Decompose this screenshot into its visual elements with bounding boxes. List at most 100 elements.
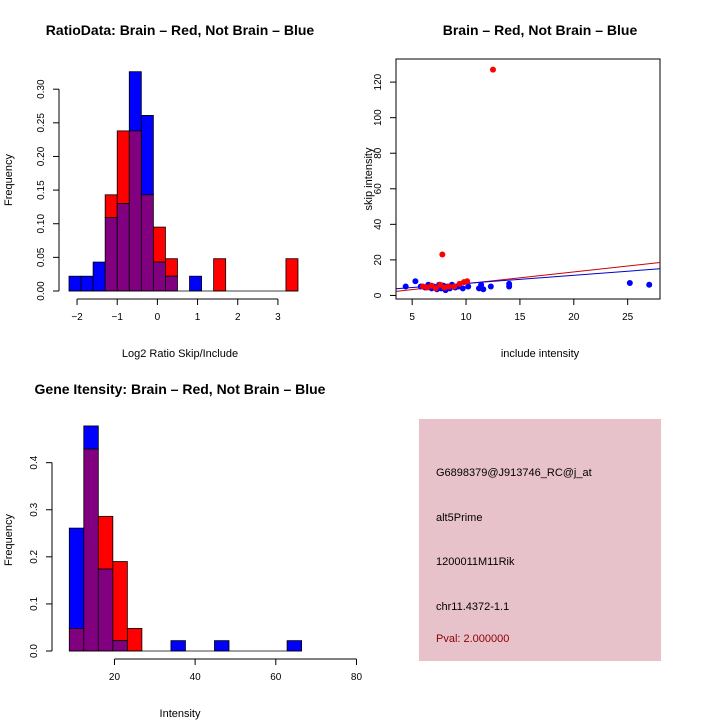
- bar-red: [116, 130, 130, 204]
- y-tick-label: 0.30: [36, 79, 47, 99]
- bar-overlap: [68, 628, 85, 652]
- info-panel: G6898379@J913746_RC@j_at alt5Prime 12000…: [419, 419, 661, 661]
- intensity-x-axis: 20 40 60 80: [109, 658, 363, 683]
- bar-blue: [170, 640, 186, 652]
- scatter-point-red: [437, 281, 444, 288]
- bar-red: [165, 258, 178, 277]
- x-tick-label: 5: [409, 312, 415, 323]
- bar-overlap: [140, 194, 154, 292]
- x-tick-label: 60: [270, 672, 282, 683]
- scatter-point-blue: [465, 283, 472, 290]
- bar-red: [104, 194, 118, 219]
- x-tick-label: 20: [568, 312, 580, 323]
- scatter-point-red: [451, 283, 458, 290]
- y-tick-label: 20: [373, 254, 384, 266]
- scatter-point-red: [432, 285, 439, 292]
- gene-name: 1200011M11Rik: [436, 556, 515, 568]
- y-tick-label: 0.00: [36, 281, 47, 301]
- genomic-location: chr11.4372-1.1: [436, 601, 509, 613]
- y-tick-label: 0.05: [36, 247, 47, 267]
- bar-overlap: [83, 448, 99, 652]
- scatter-point-blue: [478, 281, 485, 288]
- scatter-y-label: skip intensity: [363, 147, 375, 210]
- ratio-x-label: Log2 Ratio Skip/Include: [122, 348, 238, 360]
- scatter-point-blue: [402, 283, 409, 290]
- p-value: Pval: 2.000000: [436, 633, 509, 645]
- x-tick-label: 0: [155, 312, 161, 323]
- y-tick-label: 0.3: [29, 502, 40, 516]
- x-tick-label: 20: [109, 672, 121, 683]
- y-tick-label: 0.25: [36, 113, 47, 133]
- scatter-point-red: [489, 66, 496, 73]
- y-tick-label: 0.0: [29, 644, 40, 658]
- bar-overlap: [116, 203, 130, 292]
- intensity-y-axis: 0.0 0.1 0.2 0.3 0.4: [29, 455, 53, 658]
- ratio-title: RatioData: Brain – Red, Not Brain – Blue: [46, 22, 315, 38]
- x-tick-label: −1: [112, 312, 124, 323]
- scatter-point-blue: [459, 285, 466, 292]
- bar-blue: [128, 71, 142, 132]
- scatter-point-blue: [646, 281, 653, 288]
- bar-blue: [189, 275, 202, 292]
- y-tick-label: 60: [373, 183, 384, 195]
- bar-red: [213, 258, 227, 292]
- x-tick-label: 1: [195, 312, 201, 323]
- scatter-panel: Brain – Red, Not Brain – Blue 5 10 15 20 25 …: [363, 22, 661, 360]
- ratio-x-axis: −2 −1 0 1 2 3: [71, 298, 281, 323]
- intensity-title: Gene Itensity: Brain – Red, Not Brain – …: [35, 381, 326, 397]
- y-tick-label: 0: [373, 292, 384, 298]
- bar-overlap: [112, 640, 128, 652]
- bar-red: [97, 515, 114, 570]
- y-tick-label: 0.15: [36, 180, 47, 200]
- bar-overlap: [128, 130, 142, 292]
- x-tick-label: 80: [351, 672, 363, 683]
- bar-blue: [80, 275, 94, 292]
- scatter-point-blue: [412, 278, 419, 285]
- scatter-point-blue: [626, 280, 633, 286]
- bar-blue: [92, 261, 106, 292]
- ratio-y-label: Frequency: [3, 154, 15, 206]
- bar-overlap: [165, 275, 178, 292]
- x-tick-label: 2: [235, 312, 241, 323]
- y-tick-label: 100: [373, 109, 384, 126]
- intensity-y-label: Frequency: [3, 514, 15, 566]
- bar-blue: [140, 115, 154, 196]
- scatter-y-axis: 0 20 40 60 80 100 120: [373, 73, 397, 298]
- scatter-point-red: [464, 278, 471, 285]
- scatter-plot-box: [395, 58, 661, 300]
- scatter-x-label: include intensity: [501, 348, 580, 360]
- bar-red: [152, 226, 166, 263]
- info-panel-background: [419, 419, 661, 661]
- x-tick-label: 10: [460, 312, 472, 323]
- x-tick-label: −2: [71, 312, 83, 323]
- intensity-bars: [68, 425, 303, 652]
- scatter-point-red: [428, 282, 435, 289]
- y-tick-label: 0.20: [36, 146, 47, 166]
- y-tick-label: 0.10: [36, 214, 47, 234]
- scatter-point-red: [439, 251, 446, 258]
- bar-overlap: [97, 568, 114, 652]
- scatter-point-blue: [480, 286, 487, 293]
- y-tick-label: 0.2: [29, 549, 40, 563]
- scatter-x-axis: 5 10 15 20 25: [409, 298, 634, 323]
- x-tick-label: 40: [190, 672, 202, 683]
- event-type: alt5Prime: [436, 512, 482, 524]
- bar-red: [285, 258, 299, 292]
- bar-blue: [83, 425, 99, 450]
- bar-blue: [214, 640, 230, 652]
- y-tick-label: 120: [373, 73, 384, 90]
- x-tick-label: 15: [514, 312, 526, 323]
- x-tick-label: 3: [275, 312, 281, 323]
- bar-overlap: [104, 217, 118, 292]
- x-tick-label: 25: [622, 312, 634, 323]
- scatter-points: [402, 66, 653, 294]
- ratio-histogram-panel: RatioData: Brain – Red, Not Brain – Blue…: [3, 22, 314, 360]
- intensity-histogram-panel: Gene Itensity: Brain – Red, Not Brain – …: [3, 381, 362, 720]
- intensity-x-label: Intensity: [160, 708, 201, 720]
- scatter-title: Brain – Red, Not Brain – Blue: [443, 22, 638, 38]
- ratio-bars: [68, 71, 299, 292]
- ratio-y-axis: 0.00 0.05 0.10 0.15 0.20 0.25 0.30: [36, 79, 60, 301]
- y-tick-label: 80: [373, 147, 384, 159]
- bar-blue: [286, 640, 303, 652]
